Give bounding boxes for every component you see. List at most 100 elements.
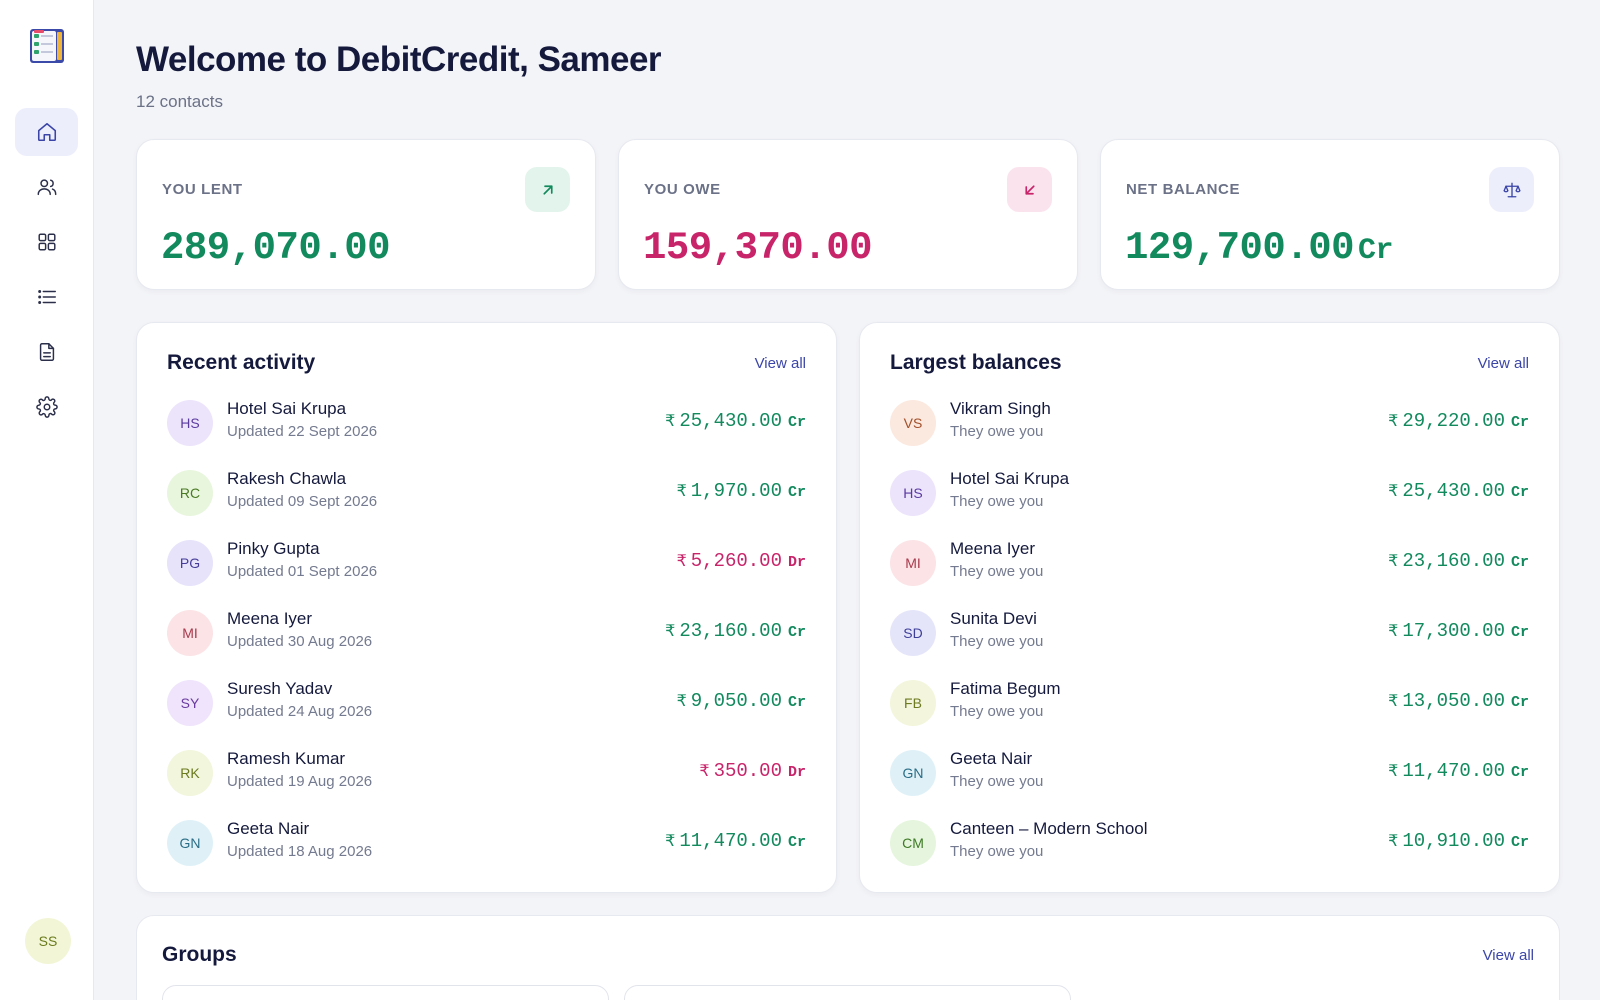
balance-type: Cr — [787, 624, 806, 641]
net-balance-amount: 129,700.00 — [1125, 226, 1355, 270]
sidebar-item-settings[interactable] — [15, 383, 78, 431]
scale-icon — [1489, 167, 1534, 212]
balance-amount: ₹5,260.00 Dr — [677, 550, 806, 572]
contact-name: Geeta Nair — [950, 749, 1033, 768]
sidebar: SS — [0, 0, 94, 1000]
groups-view-all-link[interactable]: View all — [1482, 947, 1534, 964]
list-icon — [37, 290, 56, 304]
sidebar-item-reports[interactable] — [15, 328, 78, 376]
amount-value: 11,470.00 — [1402, 760, 1505, 782]
amount-value: 9,050.00 — [690, 690, 782, 712]
list-item[interactable]: RC Rakesh Chawla Updated 09 Sept 2026 ₹1,97… — [167, 463, 806, 523]
list-item[interactable]: MI Meena Iyer They owe you ₹23,160.00 Cr — [890, 533, 1529, 593]
balance-amount: ₹17,300.00 Cr — [1388, 620, 1529, 642]
user-avatar[interactable]: SS — [25, 918, 71, 964]
list-item[interactable]: HS Hotel Sai Krupa They owe you ₹25,430.00 C… — [890, 463, 1529, 523]
amount-value: 1,970.00 — [690, 480, 782, 502]
currency-symbol: ₹ — [676, 481, 687, 500]
contact-subtext: They owe you — [950, 563, 1044, 580]
document-icon — [39, 343, 54, 361]
sidebar-item-home[interactable] — [15, 108, 78, 156]
list-item[interactable]: VS Vikram Singh They owe you ₹29,220.00 Cr — [890, 393, 1529, 453]
avatar: GN — [167, 820, 213, 866]
balance-amount: ₹25,430.00 Cr — [665, 410, 806, 432]
balance-type: Cr — [787, 484, 806, 501]
stat-value: 129,700.00 Cr — [1125, 226, 1394, 270]
list-item[interactable]: RK Ramesh Kumar Updated 19 Aug 2026 ₹350.00… — [167, 743, 806, 803]
currency-symbol: ₹ — [665, 831, 676, 850]
contact-name: Geeta Nair — [227, 819, 310, 838]
list-item[interactable]: CM Canteen – Modern School They owe you ₹10… — [890, 813, 1529, 873]
recent-activity-panel: Recent activity View all HS Hotel Sai Kru… — [136, 322, 837, 893]
balance-amount: ₹23,160.00 Cr — [665, 620, 806, 642]
list-item[interactable]: GN Geeta Nair They owe you ₹11,470.00 Cr — [890, 743, 1529, 803]
balance-type: Cr — [1510, 484, 1529, 501]
contact-subtext: Updated 19 Aug 2026 — [227, 773, 373, 790]
list-item[interactable]: PG Pinky Gupta Updated 01 Sept 2026 ₹5,260.… — [167, 533, 806, 593]
contact-name: Rakesh Chawla — [227, 469, 347, 488]
sidebar-item-transactions[interactable] — [15, 273, 78, 321]
sidebar-item-dashboard[interactable] — [15, 218, 78, 266]
amount-value: 25,430.00 — [1402, 480, 1505, 502]
currency-symbol: ₹ — [676, 691, 687, 710]
panel-title: Largest balances — [890, 351, 1062, 374]
stat-label: YOU OWE — [644, 181, 721, 198]
users-icon — [37, 179, 56, 196]
list-item[interactable]: SY Suresh Yadav Updated 24 Aug 2026 ₹9,050.… — [167, 673, 806, 733]
contact-name: Suresh Yadav — [227, 679, 333, 698]
balance-amount: ₹9,050.00 Cr — [677, 690, 806, 712]
you-owe-card[interactable]: YOU OWE 159,370.00 — [618, 139, 1078, 290]
amount-value: 23,160.00 — [679, 620, 782, 642]
amount-value: 25,430.00 — [679, 410, 782, 432]
currency-symbol: ₹ — [1388, 761, 1399, 780]
largest-balances-panel: Largest balances View all VS Vikram Singh… — [859, 322, 1560, 893]
list-item[interactable]: MI Meena Iyer Updated 30 Aug 2026 ₹23,160.0… — [167, 603, 806, 663]
contact-subtext: They owe you — [950, 773, 1044, 790]
list-item[interactable]: GN Geeta Nair Updated 18 Aug 2026 ₹11,470.0… — [167, 813, 806, 873]
balance-amount: ₹11,470.00 Cr — [665, 830, 806, 852]
groups-panel: Groups View all — [136, 915, 1560, 1000]
largest-view-all-link[interactable]: View all — [1477, 355, 1529, 372]
net-balance-card[interactable]: NET BALANCE 129,700.00 Cr — [1100, 139, 1560, 290]
contact-name: Fatima Begum — [950, 679, 1061, 698]
contact-name: Hotel Sai Krupa — [950, 469, 1070, 488]
contact-name: Pinky Gupta — [227, 539, 320, 558]
amount-value: 350.00 — [713, 760, 782, 782]
balance-amount: ₹1,970.00 Cr — [677, 480, 806, 502]
balance-type: Cr — [1510, 414, 1529, 431]
balance-type: Dr — [787, 554, 806, 571]
currency-symbol: ₹ — [1388, 691, 1399, 710]
home-icon — [37, 122, 56, 142]
avatar: SD — [890, 610, 936, 656]
group-card[interactable] — [162, 985, 609, 1000]
avatar: CM — [890, 820, 936, 866]
app-logo-icon[interactable] — [29, 28, 65, 64]
currency-symbol: ₹ — [1388, 621, 1399, 640]
contact-subtext: They owe you — [950, 843, 1044, 860]
currency-symbol: ₹ — [676, 551, 687, 570]
avatar: HS — [167, 400, 213, 446]
you-lent-card[interactable]: YOU LENT 289,070.00 — [136, 139, 596, 290]
balance-type: Cr — [1510, 764, 1529, 781]
stat-value: 289,070.00 — [161, 226, 391, 270]
page-title: Welcome to DebitCredit, Sameer — [136, 40, 662, 79]
list-item[interactable]: FB Fatima Begum They owe you ₹13,050.00 Cr — [890, 673, 1529, 733]
amount-value: 13,050.00 — [1402, 690, 1505, 712]
currency-symbol: ₹ — [1388, 551, 1399, 570]
list-item[interactable]: SD Sunita Devi They owe you ₹17,300.00 Cr — [890, 603, 1529, 663]
balance-amount: ₹29,220.00 Cr — [1388, 410, 1529, 432]
group-card[interactable] — [624, 985, 1071, 1000]
sidebar-item-contacts[interactable] — [15, 163, 78, 211]
recent-view-all-link[interactable]: View all — [754, 355, 806, 372]
avatar: MI — [167, 610, 213, 656]
balance-type: Cr — [1510, 554, 1529, 571]
list-item[interactable]: HS Hotel Sai Krupa Updated 22 Sept 2026 ₹25… — [167, 393, 806, 453]
panel-title: Groups — [162, 943, 237, 966]
balance-amount: ₹25,430.00 Cr — [1388, 480, 1529, 502]
contact-name: Vikram Singh — [950, 399, 1051, 418]
stat-label: NET BALANCE — [1126, 181, 1241, 198]
grid-icon — [37, 233, 56, 251]
balance-amount: ₹10,910.00 Cr — [1388, 830, 1529, 852]
avatar: MI — [890, 540, 936, 586]
currency-symbol: ₹ — [665, 621, 676, 640]
